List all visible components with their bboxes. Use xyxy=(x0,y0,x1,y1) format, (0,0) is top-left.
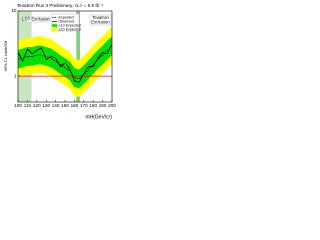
legend-box xyxy=(50,13,80,32)
x-tick-label: 110 xyxy=(24,103,32,108)
exclusion-region xyxy=(76,11,81,102)
chart: Tevatron Run II Preliminary, <L> = 5.9 f… xyxy=(0,0,117,124)
legend-label: ±2σ Expected xyxy=(59,27,81,31)
x-tick-label: 200 xyxy=(108,103,116,108)
legend-label: Observed xyxy=(59,19,75,23)
legend-swatch xyxy=(52,28,57,31)
limit-line xyxy=(17,45,113,80)
region-label: LEP Exclusion xyxy=(22,17,50,22)
chart-title: Tevatron Run II Preliminary, <L> = 5.9 f… xyxy=(17,3,104,8)
x-tick-label: 150 xyxy=(61,103,69,108)
legend-label: ±1σ Expected xyxy=(59,23,81,27)
legend-label: Expected xyxy=(59,15,74,19)
region-label: Tevatron Exclusion xyxy=(91,15,110,25)
y-tick-label: 10 xyxy=(11,8,17,13)
x-tick-label: 170 xyxy=(80,103,88,108)
y-tick-label: 1 xyxy=(14,73,17,78)
region-label-box xyxy=(89,14,112,26)
limit-line xyxy=(17,43,113,83)
x-tick-label: 190 xyxy=(99,103,107,108)
region-label-box xyxy=(22,16,50,23)
y-axis-label: 95% CL Limit/SM xyxy=(3,41,8,72)
x-tick-label: 100 xyxy=(14,103,22,108)
x-tick-label: 180 xyxy=(89,103,97,108)
x-axis-label: mH(GeV/c²) xyxy=(85,114,112,120)
x-tick-label: 140 xyxy=(52,103,60,108)
legend-swatch xyxy=(52,24,57,27)
x-tick-label: 160 xyxy=(71,103,79,108)
x-tick-label: 120 xyxy=(33,103,41,108)
x-tick-label: 130 xyxy=(42,103,50,108)
